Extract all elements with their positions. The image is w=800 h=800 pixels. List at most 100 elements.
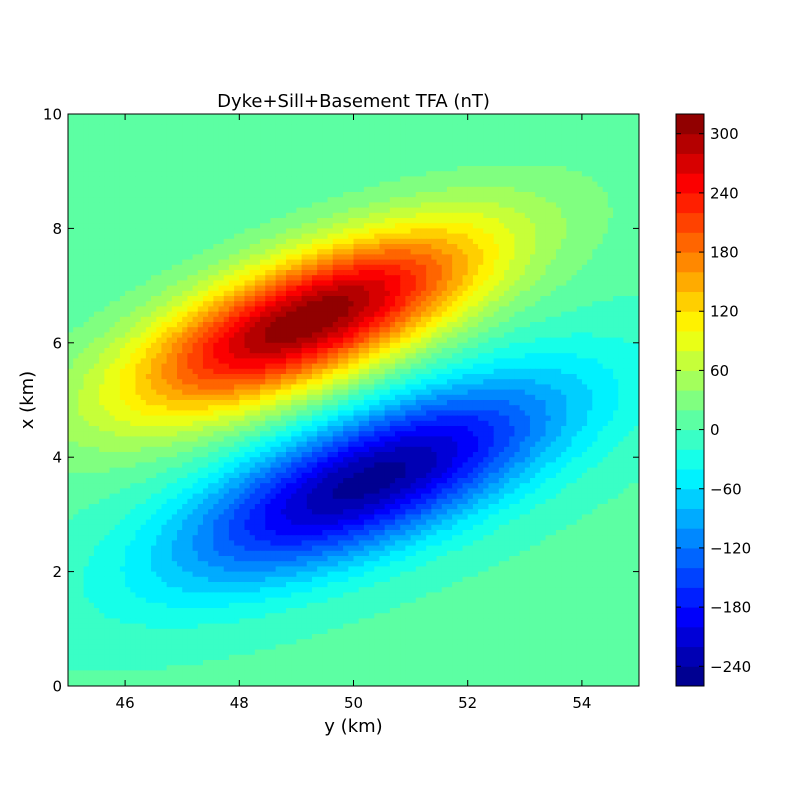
field-cell [436,275,443,281]
field-cell [78,114,85,120]
field-cell [415,171,422,177]
field-cell [192,114,199,120]
field-cell [197,197,204,203]
field-cell [265,306,272,313]
field-cell [337,228,344,235]
field-cell [311,197,318,203]
field-cell [119,280,126,287]
field-cell [109,134,116,141]
field-cell [623,197,630,203]
field-cell [431,197,438,203]
field-cell [504,207,510,214]
field-cell [415,311,422,318]
field-cell [275,207,282,214]
field-cell [291,129,297,136]
field-cell [400,223,407,229]
field-cell [389,140,396,146]
field-cell [540,285,547,292]
field-cell [348,337,355,344]
field-cell [415,124,422,131]
field-cell [452,254,458,261]
field-cell [519,155,526,162]
field-cell [244,114,251,120]
field-cell [545,270,552,276]
field-cell [384,249,391,255]
field-cell [483,119,490,125]
field-cell [592,337,599,344]
field-cell [441,145,448,151]
field-cell [161,186,168,193]
field-cell [83,119,90,125]
field-cell [343,301,349,307]
field-cell [436,342,443,349]
field-cell [545,134,552,141]
field-cell [192,270,199,276]
field-cell [130,280,137,287]
field-cell [441,129,448,136]
field-cell [130,186,137,193]
field-cell [452,197,458,203]
field-cell [483,186,490,193]
field-cell [177,275,183,281]
field-cell [327,301,334,307]
field-cell [395,124,401,131]
field-cell [420,316,427,323]
field-cell [161,296,168,302]
field-cell [239,244,246,250]
field-cell [498,332,505,339]
field-cell [109,124,116,131]
field-cell [332,212,339,219]
field-cell [140,197,147,203]
field-cell [104,285,111,292]
field-cell [296,316,303,323]
field-cell [555,301,562,307]
field-cell [78,332,85,339]
field-cell [633,181,639,188]
field-cell [363,327,370,333]
field-cell [73,181,79,188]
field-cell [182,285,188,292]
field-cell [488,342,495,349]
field-cell [431,332,438,339]
field-cell [592,259,599,266]
field-cell [353,322,360,328]
field-cell [384,160,391,167]
field-cell [270,134,277,141]
field-cell [156,311,163,318]
field-cell [436,134,443,141]
field-cell [555,342,562,349]
field-cell [426,228,432,235]
field-cell [99,202,105,209]
field-cell [566,264,573,271]
field-cell [384,212,391,219]
field-cell [280,249,287,255]
field-cell [529,171,536,177]
field-cell [275,275,282,281]
field-cell [597,337,604,344]
field-cell [332,155,339,162]
field-cell [239,150,246,157]
field-cell [286,280,292,287]
field-cell [524,285,531,292]
field-cell [472,342,479,349]
field-cell [93,270,100,276]
field-cell [291,155,297,162]
field-cell [571,150,578,157]
field-cell [244,244,251,250]
field-cell [109,254,116,261]
field-cell [535,160,541,167]
field-cell [524,166,531,172]
field-cell [389,186,396,193]
field-cell [509,311,516,318]
field-cell [78,301,85,307]
field-cell [618,306,625,313]
field-cell [395,301,401,307]
field-cell [348,114,355,120]
field-cell [415,264,422,271]
field-cell [145,238,152,245]
field-cell [581,280,588,287]
field-cell [483,171,490,177]
field-cell [602,155,609,162]
field-cell [415,166,422,172]
field-cell [478,311,484,318]
